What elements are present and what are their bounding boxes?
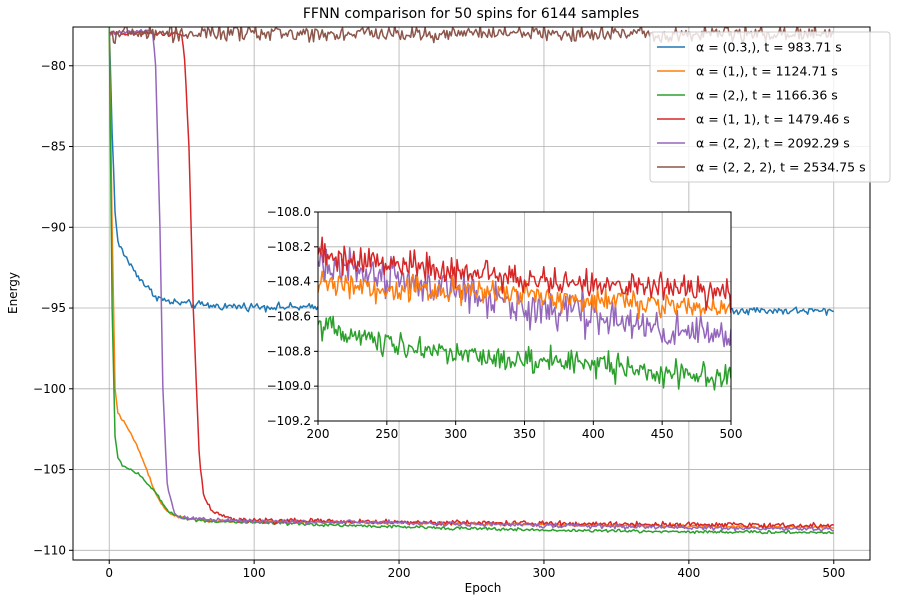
inset-series-line-1	[318, 270, 731, 320]
y-tick-label: −90	[41, 220, 66, 234]
x-tick-label: 350	[513, 427, 536, 441]
legend-label: α = (0.3,), t = 983.71 s	[696, 40, 842, 55]
x-tick-label: 0	[105, 566, 113, 580]
x-tick-label: 300	[444, 427, 467, 441]
legend-label: α = (1,), t = 1124.71 s	[696, 64, 838, 79]
inset-ticks: 200 250 300 350 400 450 500 −108.0 −108.2 −108.4 −…	[267, 205, 743, 441]
x-tick-label: 500	[720, 427, 743, 441]
y-tick-label: −109.0	[267, 379, 311, 393]
y-tick-label: −108.8	[267, 344, 311, 358]
main-series-line-2	[108, 27, 834, 535]
legend: α = (0.3,), t = 983.71 s α = (1,), t = 11…	[649, 31, 891, 183]
y-tick-label: −108.6	[267, 310, 311, 324]
main-ticks: 0 100 200 300 400 500 −80 −85 −90 −95 −100 −105 −110	[33, 59, 845, 580]
legend-label: α = (2,), t = 1166.36 s	[696, 88, 838, 103]
inset-series-line-0	[318, 247, 731, 348]
y-tick-label: −108.2	[267, 240, 311, 254]
chart-title: FFNN comparison for 50 spins for 6144 sa…	[303, 6, 639, 22]
y-tick-label: −85	[41, 140, 66, 154]
y-tick-label: −100	[33, 382, 66, 396]
y-tick-label: −109.2	[267, 414, 311, 428]
x-tick-label: 400	[677, 566, 700, 580]
x-tick-label: 200	[388, 566, 411, 580]
x-tick-label: 250	[375, 427, 398, 441]
x-tick-label: 450	[651, 427, 674, 441]
inset-series-group	[318, 236, 731, 391]
y-tick-label: −110	[33, 543, 66, 557]
inset-series-line-3	[318, 315, 731, 391]
main-series-line-4	[108, 28, 834, 532]
legend-label: α = (2, 2, 2), t = 2534.75 s	[696, 160, 866, 175]
y-tick-label: −108.4	[267, 275, 311, 289]
inset-series-line-2	[318, 236, 731, 314]
legend-box	[649, 31, 891, 183]
x-tick-label: 400	[582, 427, 605, 441]
y-tick-label: −80	[41, 59, 66, 73]
y-tick-label: −108.0	[267, 205, 311, 219]
y-tick-label: −95	[41, 301, 66, 315]
main-plot-frame	[72, 26, 871, 561]
x-tick-label: 300	[533, 566, 556, 580]
x-tick-label: 500	[822, 566, 845, 580]
legend-label: α = (1, 1), t = 1479.46 s	[696, 112, 850, 127]
y-axis-label: Energy	[6, 272, 20, 314]
y-tick-label: −105	[33, 463, 66, 477]
legend-label: α = (2, 2), t = 2092.29 s	[696, 136, 850, 151]
x-tick-label: 200	[307, 427, 330, 441]
x-tick-label: 100	[243, 566, 266, 580]
x-axis-label: Epoch	[465, 581, 502, 595]
main-series-line-5	[108, 27, 835, 45]
